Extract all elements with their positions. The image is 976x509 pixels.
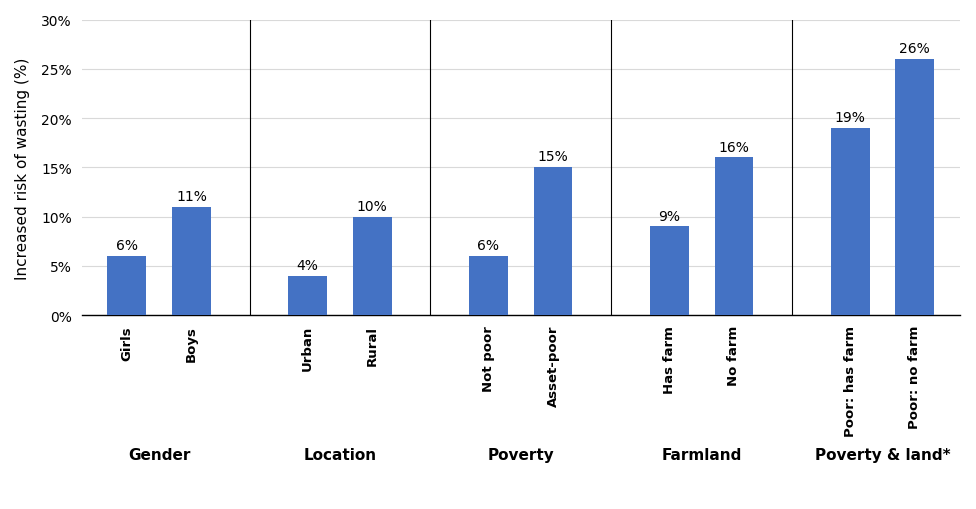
Bar bbox=[353, 217, 391, 316]
Text: 16%: 16% bbox=[718, 140, 750, 154]
Text: 6%: 6% bbox=[477, 239, 500, 252]
Text: 10%: 10% bbox=[357, 200, 387, 213]
Text: 11%: 11% bbox=[176, 189, 207, 204]
Text: Poverty & land*: Poverty & land* bbox=[815, 447, 951, 462]
Bar bbox=[895, 60, 934, 316]
Text: 6%: 6% bbox=[116, 239, 138, 252]
Text: 9%: 9% bbox=[658, 209, 680, 223]
Text: 19%: 19% bbox=[834, 111, 866, 125]
Bar bbox=[107, 257, 146, 316]
Bar bbox=[469, 257, 508, 316]
Y-axis label: Increased risk of wasting (%): Increased risk of wasting (%) bbox=[15, 57, 30, 279]
Bar bbox=[172, 207, 211, 316]
Text: Location: Location bbox=[304, 447, 377, 462]
Bar bbox=[534, 168, 572, 316]
Bar bbox=[650, 227, 689, 316]
Text: 26%: 26% bbox=[899, 42, 930, 56]
Text: 15%: 15% bbox=[538, 150, 568, 164]
Text: Gender: Gender bbox=[128, 447, 190, 462]
Bar bbox=[714, 158, 753, 316]
Text: Farmland: Farmland bbox=[662, 447, 742, 462]
Text: Poverty: Poverty bbox=[487, 447, 554, 462]
Bar bbox=[288, 276, 327, 316]
Text: 4%: 4% bbox=[297, 259, 318, 272]
Bar bbox=[831, 129, 870, 316]
